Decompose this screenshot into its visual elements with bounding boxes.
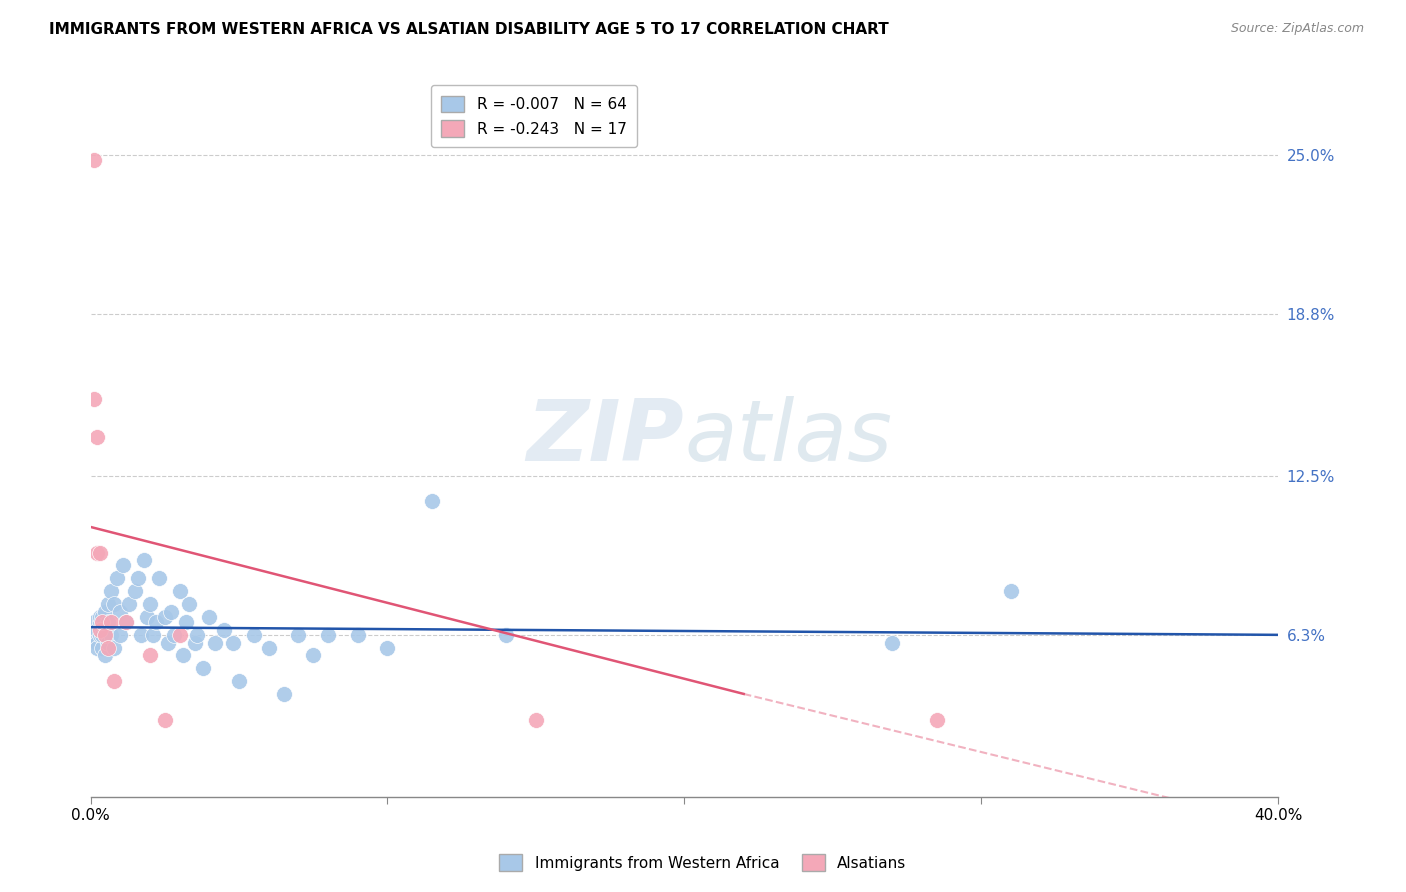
Point [186,628,208,642]
Point [159,605,181,619]
Point [129,628,152,642]
Point [103,674,125,689]
Point [86,640,108,655]
Point [110,605,132,619]
Point [302,648,325,663]
Point [89,546,111,560]
Text: Source: ZipAtlas.com: Source: ZipAtlas.com [1230,22,1364,36]
Point [86,430,108,444]
Point [287,628,309,642]
Point [83,628,105,642]
Point [110,628,132,642]
Point [118,597,141,611]
Point [163,628,186,642]
Point [420,494,443,508]
Legend: R = -0.007   N = 64, R = -0.243   N = 17: R = -0.007 N = 64, R = -0.243 N = 17 [430,85,637,147]
Text: ZIP: ZIP [527,395,685,478]
Point [139,597,162,611]
Point [103,640,125,655]
Point [495,628,517,642]
Point [257,640,280,655]
Point [377,640,399,655]
Point [524,713,547,727]
Point [222,635,245,649]
Point [86,635,108,649]
Point [94,628,117,642]
Point [91,610,114,624]
Point [925,713,948,727]
Point [1000,584,1022,599]
Point [124,584,146,599]
Point [97,635,120,649]
Point [89,628,111,642]
Point [115,615,138,629]
Point [243,628,266,642]
Point [153,610,176,624]
Point [156,635,179,649]
Point [112,558,135,573]
Point [212,623,235,637]
Point [193,661,215,675]
Point [97,597,120,611]
Point [100,628,122,642]
Point [97,640,120,655]
Point [94,623,117,637]
Point [89,610,111,624]
Point [83,615,105,629]
Point [89,615,111,629]
Point [177,597,200,611]
Point [86,623,108,637]
Point [83,392,105,406]
Legend: Immigrants from Western Africa, Alsatians: Immigrants from Western Africa, Alsatian… [491,845,915,880]
Point [142,628,165,642]
Point [183,635,205,649]
Point [346,628,368,642]
Text: IMMIGRANTS FROM WESTERN AFRICA VS ALSATIAN DISABILITY AGE 5 TO 17 CORRELATION CH: IMMIGRANTS FROM WESTERN AFRICA VS ALSATI… [49,22,889,37]
Point [174,615,197,629]
Point [105,571,128,585]
Point [103,597,125,611]
Text: atlas: atlas [685,395,893,478]
Point [172,648,194,663]
Point [228,674,250,689]
Point [100,584,122,599]
Point [83,153,105,167]
Point [127,571,149,585]
Point [169,584,191,599]
Point [139,648,162,663]
Point [86,546,108,560]
Point [91,628,114,642]
Point [91,640,114,655]
Point [91,615,114,629]
Point [198,610,221,624]
Point [94,648,117,663]
Point [145,615,167,629]
Point [169,628,191,642]
Point [204,635,226,649]
Point [89,623,111,637]
Point [273,687,295,701]
Point [136,610,159,624]
Point [94,605,117,619]
Point [100,615,122,629]
Point [148,571,170,585]
Point [115,615,138,629]
Point [882,635,904,649]
Point [153,713,176,727]
Point [97,615,120,629]
Point [132,553,155,567]
Point [316,628,339,642]
